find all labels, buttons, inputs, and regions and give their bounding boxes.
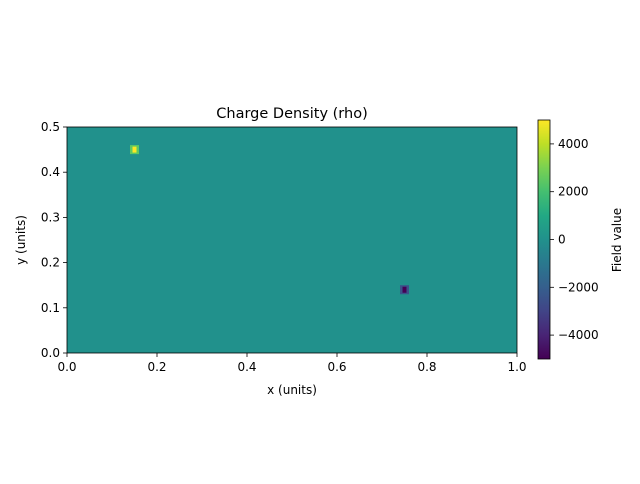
- x-tick-label: 0.6: [327, 360, 346, 374]
- plot-area: [66, 126, 518, 354]
- y-tick-label: 0.2: [41, 256, 60, 270]
- x-tick-label: 0.2: [147, 360, 166, 374]
- y-tick-label: 0.0: [41, 346, 60, 360]
- colorbar-tick-label: −4000: [558, 328, 599, 342]
- x-axis-label: x (units): [267, 383, 317, 397]
- colorbar-ticks: 4000 2000 0 −2000 −4000: [550, 137, 599, 342]
- hotspot-negative-peak: [402, 286, 407, 293]
- heatmap-background: [67, 127, 517, 353]
- x-tick-label: 0.0: [57, 360, 76, 374]
- y-axis-label: y (units): [14, 215, 28, 265]
- y-tick-label: 0.5: [41, 120, 60, 134]
- chart-title: Charge Density (rho): [216, 106, 367, 122]
- x-tick-label: 1.0: [507, 360, 526, 374]
- hotspot-positive-peak: [132, 146, 137, 153]
- y-axis: 0.0 0.1 0.2 0.3 0.4 0.5: [41, 120, 67, 360]
- x-tick-label: 0.8: [417, 360, 436, 374]
- colorbar-gradient: [537, 119, 551, 360]
- colorbar: 4000 2000 0 −2000 −4000: [537, 119, 599, 360]
- plot-frame: [66, 126, 518, 354]
- x-axis: 0.0 0.2 0.4 0.6 0.8 1.0: [57, 353, 527, 374]
- x-tick-label: 0.4: [237, 360, 256, 374]
- colorbar-tick-label: 0: [558, 233, 566, 247]
- colorbar-tick-label: −2000: [558, 280, 599, 294]
- colorbar-tick-label: 2000: [558, 185, 589, 199]
- y-tick-label: 0.3: [41, 210, 60, 224]
- colorbar-tick-label: 4000: [558, 137, 589, 151]
- y-tick-label: 0.4: [41, 165, 60, 179]
- colorbar-label: Field value: [610, 208, 624, 272]
- y-tick-label: 0.1: [41, 301, 60, 315]
